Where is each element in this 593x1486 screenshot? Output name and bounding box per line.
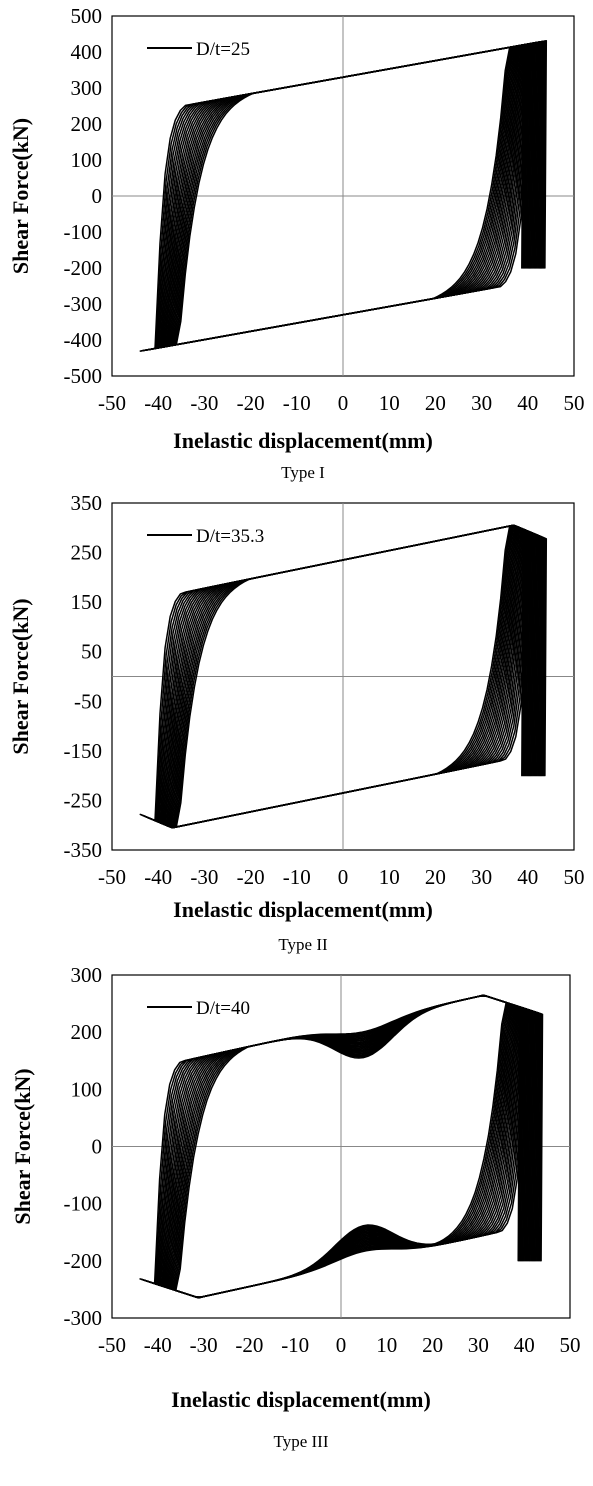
chart-type-i: -50 -40 -30 -20 -10 0 10 20 30 40 5050040030020010… bbox=[8, 4, 585, 482]
x-tick-label: -40 bbox=[144, 865, 172, 889]
x-tick-label: 10 bbox=[379, 865, 400, 889]
x-tick-label: 10 bbox=[376, 1333, 397, 1357]
legend-label: D/t=35.3 bbox=[196, 526, 264, 547]
y-tick-label: -100 bbox=[64, 1192, 103, 1216]
y-tick-label: -300 bbox=[64, 1306, 103, 1330]
y-tick-label: 200 bbox=[71, 1020, 103, 1044]
x-tick-label: -40 bbox=[144, 391, 172, 415]
y-tick-label: -300 bbox=[64, 292, 103, 316]
x-tick-label: 50 bbox=[564, 865, 585, 889]
x-tick-label: -10 bbox=[281, 1333, 309, 1357]
x-tick-label: 50 bbox=[560, 1333, 581, 1357]
x-tick-label: -30 bbox=[190, 391, 218, 415]
x-tick-label: -30 bbox=[190, 1333, 218, 1357]
x-tick-label: -20 bbox=[237, 391, 265, 415]
y-axis-title: Shear Force(kN) bbox=[10, 1068, 35, 1224]
y-tick-label: 300 bbox=[71, 963, 103, 987]
y-tick-label: 50 bbox=[81, 640, 102, 664]
x-tick-label: -50 bbox=[98, 865, 126, 889]
y-tick-label: -350 bbox=[64, 838, 103, 862]
y-tick-label: 300 bbox=[71, 76, 103, 100]
x-tick-label: -10 bbox=[283, 865, 311, 889]
x-tick-label: 40 bbox=[514, 1333, 535, 1357]
x-tick-label: -10 bbox=[283, 391, 311, 415]
x-tick-label: 40 bbox=[517, 391, 538, 415]
y-tick-label: 100 bbox=[71, 1077, 103, 1101]
x-tick-label: 40 bbox=[517, 865, 538, 889]
y-tick-label: 200 bbox=[71, 112, 103, 136]
x-tick-label: 20 bbox=[425, 865, 446, 889]
y-axis-title: Shear Force(kN) bbox=[8, 598, 33, 754]
x-axis-title: Inelastic displacement(mm) bbox=[173, 428, 433, 453]
x-tick-label: -40 bbox=[144, 1333, 172, 1357]
chart-caption: Type II bbox=[278, 935, 328, 954]
y-axis-title: Shear Force(kN) bbox=[8, 118, 33, 274]
x-tick-label: -50 bbox=[98, 1333, 126, 1357]
x-tick-label: 20 bbox=[425, 391, 446, 415]
x-tick-label: 30 bbox=[468, 1333, 489, 1357]
x-tick-label: -20 bbox=[235, 1333, 263, 1357]
legend-label: D/t=25 bbox=[196, 39, 250, 60]
chart-caption: Type III bbox=[274, 1432, 329, 1451]
x-tick-label: 0 bbox=[338, 391, 349, 415]
y-tick-label: -400 bbox=[64, 328, 103, 352]
chart-caption: Type I bbox=[281, 463, 325, 482]
chart-type-iii: -50 -40 -30 -20 -10 0 10 20 30 40 503002001000-100… bbox=[10, 963, 581, 1451]
x-tick-label: 20 bbox=[422, 1333, 443, 1357]
x-tick-label: -20 bbox=[237, 865, 265, 889]
x-tick-label: 30 bbox=[471, 391, 492, 415]
hysteresis-loop-22 bbox=[162, 44, 524, 348]
x-tick-label: -30 bbox=[190, 865, 218, 889]
legend-label: D/t=40 bbox=[196, 998, 250, 1019]
y-tick-label: 0 bbox=[92, 1135, 103, 1159]
y-tick-label: 400 bbox=[71, 40, 103, 64]
x-tick-label: 50 bbox=[564, 391, 585, 415]
x-tick-label: -50 bbox=[98, 391, 126, 415]
y-tick-label: 250 bbox=[71, 541, 103, 565]
hysteresis-loop-22 bbox=[162, 994, 521, 1299]
y-tick-label: -200 bbox=[64, 256, 103, 280]
y-tick-label: 100 bbox=[71, 148, 103, 172]
x-tick-label: 10 bbox=[379, 391, 400, 415]
y-tick-label: 500 bbox=[71, 4, 103, 28]
y-tick-label: 150 bbox=[71, 590, 103, 614]
y-tick-label: -150 bbox=[64, 739, 103, 763]
x-tick-label: 0 bbox=[338, 865, 349, 889]
y-tick-label: 0 bbox=[92, 184, 103, 208]
y-tick-label: -200 bbox=[64, 1249, 103, 1273]
x-tick-label: 30 bbox=[471, 865, 492, 889]
y-tick-label: -100 bbox=[64, 220, 103, 244]
x-axis-title: Inelastic displacement(mm) bbox=[173, 897, 433, 922]
y-tick-label: -250 bbox=[64, 788, 103, 812]
hysteresis-loop-22 bbox=[162, 524, 524, 829]
x-tick-label: 0 bbox=[336, 1333, 347, 1357]
x-axis-title: Inelastic displacement(mm) bbox=[171, 1387, 431, 1412]
y-tick-label: -50 bbox=[74, 689, 102, 713]
y-tick-label: -500 bbox=[64, 364, 103, 388]
y-tick-label: 350 bbox=[71, 491, 103, 515]
chart-type-ii: -50 -40 -30 -20 -10 0 10 20 30 40 50 350 250 150 50 -50… bbox=[8, 491, 585, 954]
